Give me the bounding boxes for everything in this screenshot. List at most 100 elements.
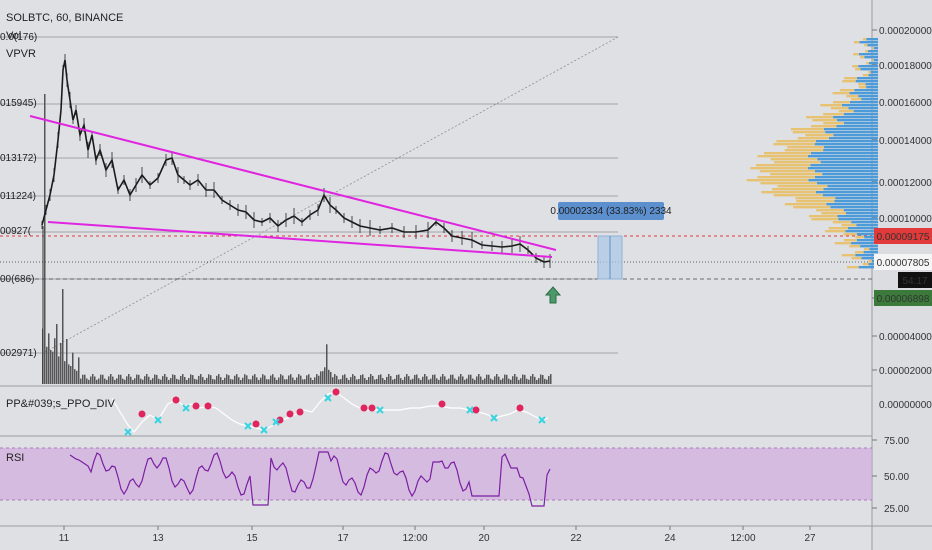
volume-bar xyxy=(506,374,508,384)
vpvr-bar xyxy=(848,107,878,110)
volume-bar xyxy=(344,374,346,384)
ppo-divergence-dot xyxy=(172,396,180,404)
ppo-divergence-dot xyxy=(252,420,260,428)
volume-bar xyxy=(306,375,308,384)
volume-bar xyxy=(302,379,304,384)
vpvr-bar xyxy=(858,65,878,68)
volume-bar xyxy=(166,376,168,384)
ppo-cross-mark xyxy=(124,428,132,436)
volume-bar xyxy=(392,379,394,384)
vpvr-bar xyxy=(832,92,850,95)
volume-bar xyxy=(402,379,404,384)
vpvr-bar xyxy=(865,50,869,53)
volume-bar xyxy=(94,376,96,384)
volume-bar xyxy=(448,378,450,384)
volume-bar xyxy=(528,379,530,384)
vpvr-bar xyxy=(757,176,815,179)
vpvr-bar xyxy=(863,251,878,254)
vpvr-bar xyxy=(773,143,815,146)
volume-bar xyxy=(354,375,356,384)
vpvr-bar xyxy=(837,119,878,122)
level-label: 00(686) xyxy=(0,274,34,285)
vpvr-bar xyxy=(858,266,878,269)
vpvr-bar xyxy=(843,122,878,125)
vpvr-bar xyxy=(862,38,867,41)
ppo-indicator-label[interactable]: PP&#039;s_PPO_DIV xyxy=(6,398,115,410)
volume-bar xyxy=(156,374,158,384)
rsi-indicator-label[interactable]: RSI xyxy=(6,452,25,464)
vpvr-bar xyxy=(763,152,812,155)
vpvr-bar xyxy=(873,59,878,62)
volume-bar xyxy=(346,377,348,384)
vpvr-bar xyxy=(867,44,878,47)
vpvr-bar xyxy=(868,74,878,77)
volume-bar xyxy=(514,374,516,384)
vpvr-bar xyxy=(784,203,827,206)
volume-bar xyxy=(426,376,428,384)
vpvr-bar xyxy=(872,59,874,62)
volume-bar xyxy=(550,374,552,384)
volume-bar xyxy=(310,377,312,384)
volume-bar xyxy=(290,374,292,384)
volume-bar xyxy=(378,375,380,384)
vpvr-bar xyxy=(838,110,854,113)
vpvr-bar xyxy=(855,68,861,71)
volume-bar xyxy=(180,376,182,384)
volume-bar xyxy=(500,379,502,384)
volume-bar xyxy=(498,376,500,384)
volume-bar xyxy=(184,376,186,384)
volume-bar xyxy=(68,364,70,384)
volume-bar xyxy=(152,378,154,384)
vpvr-bar xyxy=(849,245,861,248)
vol-indicator-label[interactable]: Vol xyxy=(6,30,22,42)
volume-bar xyxy=(66,339,68,384)
volume-bar xyxy=(488,374,490,384)
vpvr-indicator-label[interactable]: VPVR xyxy=(6,48,36,60)
vpvr-bar xyxy=(859,41,878,44)
volume-bar xyxy=(406,374,408,384)
volume-bar xyxy=(228,375,230,384)
vpvr-bar xyxy=(795,197,836,200)
vpvr-bar xyxy=(811,218,839,221)
volume-bar xyxy=(322,371,324,384)
price-scale-label: 0.00016000 xyxy=(879,98,932,109)
vpvr-bar xyxy=(828,137,878,140)
price-scale-label: 0.00002000 xyxy=(879,366,932,377)
vpvr-bar xyxy=(816,209,844,212)
volume-bar xyxy=(350,377,352,384)
vpvr-bar xyxy=(823,188,878,191)
volume-bar xyxy=(280,374,282,384)
vpvr-bar xyxy=(821,212,847,215)
volume-bar xyxy=(278,377,280,384)
volume-bar xyxy=(526,378,528,384)
time-axis-label: 24 xyxy=(664,533,676,544)
vpvr-bar xyxy=(851,221,878,224)
volume-bar xyxy=(356,379,358,384)
volume-bar xyxy=(174,375,176,384)
volume-bar xyxy=(324,367,326,384)
vpvr-bar xyxy=(839,89,855,92)
volume-bar xyxy=(376,378,378,384)
volume-bar xyxy=(424,374,426,384)
measure-label-bg xyxy=(558,202,664,220)
volume-bar xyxy=(82,374,84,384)
vpvr-bar xyxy=(793,206,831,209)
vpvr-bar xyxy=(858,86,867,89)
vpvr-bar xyxy=(774,161,821,164)
volume-bar xyxy=(332,377,334,384)
volume-bar xyxy=(142,379,144,384)
volume-bar xyxy=(250,379,252,384)
volume-bar xyxy=(70,366,72,384)
volume-bar xyxy=(154,374,156,384)
volume-bar xyxy=(536,379,538,384)
volume-bar xyxy=(140,378,142,384)
vpvr-bar xyxy=(860,245,878,248)
volume-bar xyxy=(478,374,480,384)
vpvr-bar xyxy=(750,167,808,170)
ppo-divergence-dot xyxy=(368,404,376,412)
price-line xyxy=(41,59,551,263)
vpvr-bar xyxy=(841,224,857,227)
vpvr-bar xyxy=(814,143,878,146)
vpvr-bar xyxy=(836,125,878,128)
